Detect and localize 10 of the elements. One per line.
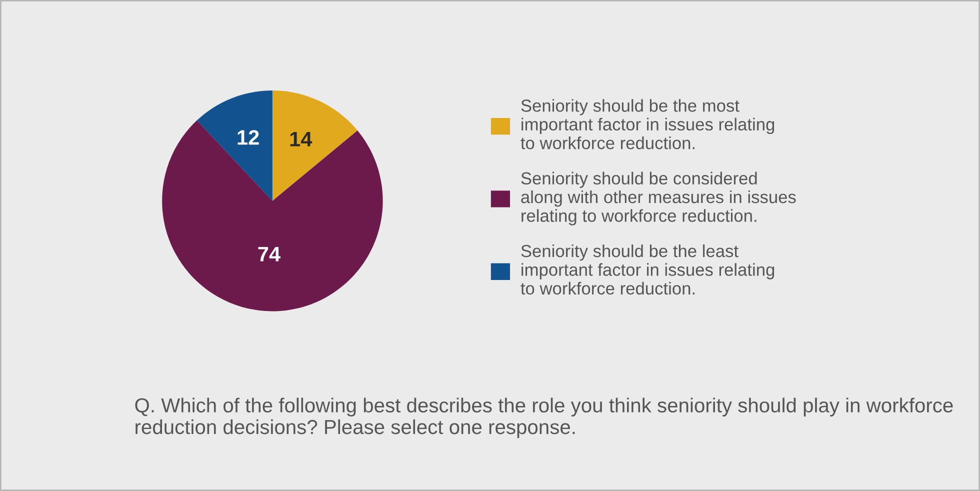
text: Q. Which of the following best describes the role you think seniority should play in workforce reduction decisions? Please select one response. [135, 398, 953, 438]
legend-label: Seniority should be the least important factor in issues relating to workforce reduction. [520, 244, 774, 295]
pie-slice [162, 120, 383, 312]
legend-label: Seniority should be considered along with other measures in issues relating to workforce reduction. [521, 172, 796, 226]
data-label: 14 [290, 132, 312, 146]
pie-slice [196, 90, 272, 201]
data-label: 74 [258, 246, 280, 262]
pie-slice [272, 90, 358, 201]
data-label: 12 [238, 130, 259, 145]
legend-label: Seniority should be the most important factor in issues relating to workforce reduction. [520, 99, 774, 150]
